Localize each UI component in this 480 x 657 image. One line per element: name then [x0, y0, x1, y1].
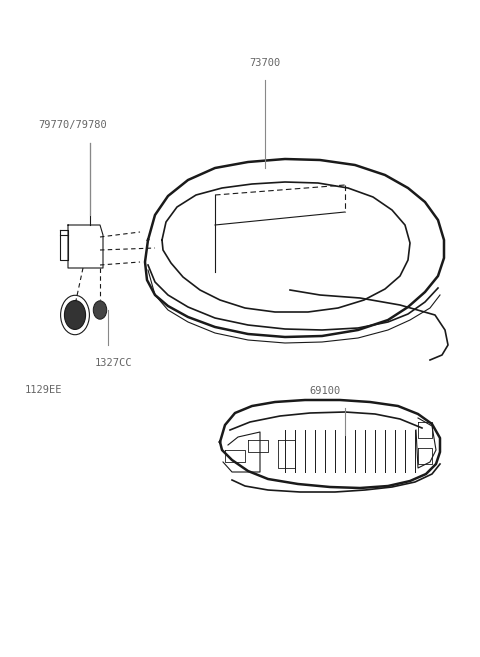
Text: 1129EE: 1129EE: [25, 385, 62, 395]
Circle shape: [93, 301, 107, 319]
Circle shape: [64, 300, 85, 329]
Text: 69100: 69100: [310, 386, 341, 396]
Text: 73700: 73700: [250, 58, 281, 68]
Text: 79770/79780: 79770/79780: [38, 120, 107, 130]
Text: 1327CC: 1327CC: [95, 358, 132, 368]
